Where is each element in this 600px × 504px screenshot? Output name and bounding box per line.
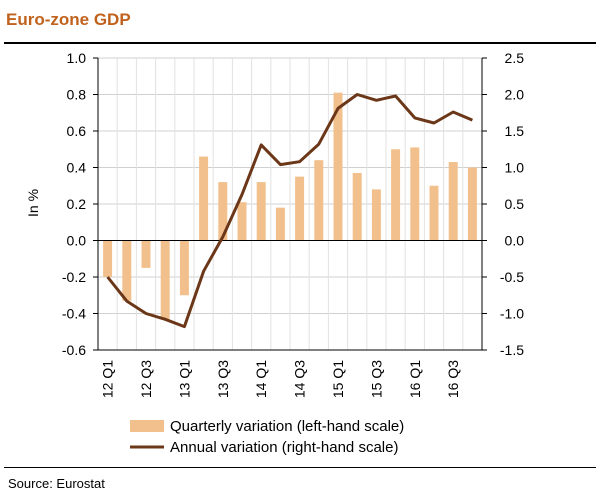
x-tick-label: 14 Q1 bbox=[253, 360, 269, 398]
right-tick-label: 1.0 bbox=[505, 160, 525, 176]
quarterly-bars bbox=[103, 92, 477, 319]
left-tick-label: 1.0 bbox=[67, 50, 87, 66]
x-tick-label: 12 Q3 bbox=[138, 360, 154, 398]
bar bbox=[103, 240, 113, 277]
x-tick-label: 13 Q3 bbox=[215, 360, 231, 398]
left-tick-label: -0.6 bbox=[62, 342, 86, 358]
euro-zone-gdp-chart: 1.0 2.5 0.8 2.0 0.6 1.5 0.4 1.0 0.2 0.5 0.0 0.0 -0.2… bbox=[25, 50, 524, 456]
bar bbox=[122, 240, 132, 301]
left-tick-label: -0.2 bbox=[62, 269, 86, 285]
right-tick-label: -1.0 bbox=[500, 306, 524, 322]
bar bbox=[371, 189, 381, 241]
bar bbox=[218, 182, 228, 241]
bar bbox=[275, 207, 285, 241]
y-axis-label: In % bbox=[25, 189, 41, 217]
bar bbox=[160, 240, 170, 319]
axes bbox=[93, 57, 487, 351]
x-tick-label: 15 Q3 bbox=[368, 360, 384, 398]
bar bbox=[295, 176, 305, 241]
left-tick-label: 0.8 bbox=[67, 87, 87, 103]
legend-swatch-bar bbox=[130, 420, 164, 432]
bar bbox=[199, 156, 209, 241]
x-tick-label: 15 Q1 bbox=[330, 360, 346, 398]
legend: Quarterly variation (left-hand scale) Ann… bbox=[130, 418, 404, 456]
bar bbox=[467, 167, 477, 241]
annual-line-group bbox=[106, 93, 473, 329]
bar bbox=[179, 240, 189, 296]
source-note: Source: Eurostat bbox=[8, 476, 105, 491]
bar bbox=[410, 147, 420, 241]
left-tick-label: 0.6 bbox=[67, 123, 87, 139]
tick-labels: 1.0 2.5 0.8 2.0 0.6 1.5 0.4 1.0 0.2 0.5 0.0 0.0 -0.2… bbox=[62, 50, 524, 398]
x-tick-label: 16 Q3 bbox=[445, 360, 461, 398]
bar bbox=[429, 185, 439, 241]
bar bbox=[333, 92, 343, 241]
x-tick-label: 13 Q1 bbox=[176, 360, 192, 398]
bar bbox=[314, 160, 324, 241]
bar bbox=[448, 162, 458, 241]
left-tick-label: 0.0 bbox=[67, 233, 87, 249]
right-tick-label: 1.5 bbox=[505, 123, 525, 139]
right-tick-label: 2.5 bbox=[505, 50, 525, 66]
bar bbox=[352, 172, 362, 241]
top-divider bbox=[4, 42, 596, 44]
x-tick-label: 14 Q3 bbox=[292, 360, 308, 398]
right-tick-label: -1.5 bbox=[500, 342, 524, 358]
x-tick-label: 12 Q1 bbox=[100, 360, 116, 398]
left-tick-label: 0.4 bbox=[67, 160, 87, 176]
legend-label-quarterly: Quarterly variation (left-hand scale) bbox=[170, 418, 404, 435]
x-tick-label: 16 Q1 bbox=[407, 360, 423, 398]
bottom-divider bbox=[4, 467, 596, 468]
chart-title: Euro-zone GDP bbox=[6, 10, 131, 29]
bar bbox=[237, 202, 247, 241]
annual-variation-line bbox=[106, 93, 473, 329]
bar bbox=[141, 240, 151, 268]
gridlines bbox=[97, 57, 483, 351]
right-tick-label: 2.0 bbox=[505, 87, 525, 103]
legend-label-annual: Annual variation (right-hand scale) bbox=[170, 439, 398, 456]
left-tick-label: -0.4 bbox=[62, 306, 86, 322]
right-tick-label: -0.5 bbox=[500, 269, 524, 285]
bar bbox=[256, 182, 266, 241]
right-tick-label: 0.0 bbox=[505, 233, 525, 249]
right-tick-label: 0.5 bbox=[505, 196, 525, 212]
bar bbox=[391, 149, 401, 241]
left-tick-label: 0.2 bbox=[67, 196, 87, 212]
